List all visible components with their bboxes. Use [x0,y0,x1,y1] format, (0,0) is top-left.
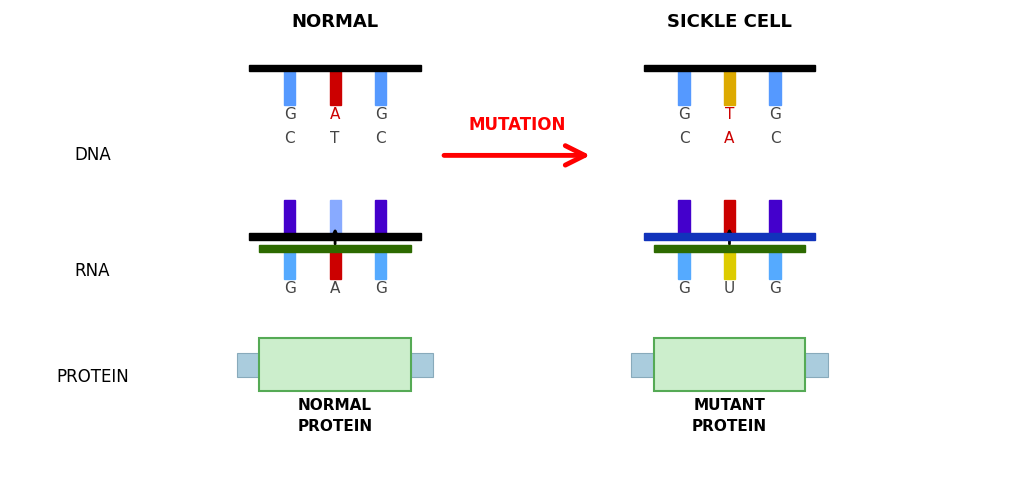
Text: C: C [678,131,690,146]
Text: T: T [725,107,734,122]
Text: GLU: GLU [318,357,352,372]
Bar [770,71,781,105]
Text: PROTEIN: PROTEIN [56,368,129,386]
Bar [770,200,781,233]
Text: C: C [770,131,781,146]
Text: NORMAL: NORMAL [292,14,378,31]
Text: T: T [331,131,340,146]
Bar [375,200,386,233]
Bar [644,65,815,71]
Text: VAL: VAL [714,357,745,372]
Text: SICKLE CELL: SICKLE CELL [667,14,792,31]
Text: G: G [374,281,386,296]
Bar [770,252,781,279]
Bar [678,252,690,279]
Text: A: A [724,131,735,146]
Text: NORMAL
PROTEIN: NORMAL PROTEIN [297,398,373,435]
Bar [260,338,411,391]
Text: U: U [724,281,735,296]
Text: RNA: RNA [75,262,111,280]
Bar [284,71,295,105]
Bar [805,353,827,377]
Bar [375,71,386,105]
FancyArrowPatch shape [444,146,585,165]
Bar [330,71,341,105]
Bar [375,252,386,279]
Bar [284,200,295,233]
Bar [654,338,805,391]
Bar [678,200,690,233]
Bar [260,245,411,252]
Text: G: G [678,107,690,122]
Text: MUTANT
PROTEIN: MUTANT PROTEIN [692,398,767,435]
Text: G: G [769,107,781,122]
Text: C: C [375,131,386,146]
Bar [249,65,421,71]
Bar [724,252,735,279]
Text: C: C [284,131,295,146]
Bar [284,252,295,279]
Bar [678,71,690,105]
Bar [249,233,421,240]
Text: MUTATION: MUTATION [468,116,566,134]
Text: G: G [284,281,295,296]
Text: G: G [769,281,781,296]
Bar [411,353,433,377]
Bar [330,200,341,233]
Bar [644,233,815,240]
Text: G: G [284,107,295,122]
Text: G: G [678,281,690,296]
Bar [330,252,341,279]
Bar [237,353,260,377]
Text: A: A [330,107,341,122]
Bar [724,71,735,105]
Text: A: A [330,281,341,296]
Bar [724,200,735,233]
Text: G: G [374,107,386,122]
Bar [632,353,654,377]
Bar [654,245,805,252]
Text: DNA: DNA [74,146,111,165]
